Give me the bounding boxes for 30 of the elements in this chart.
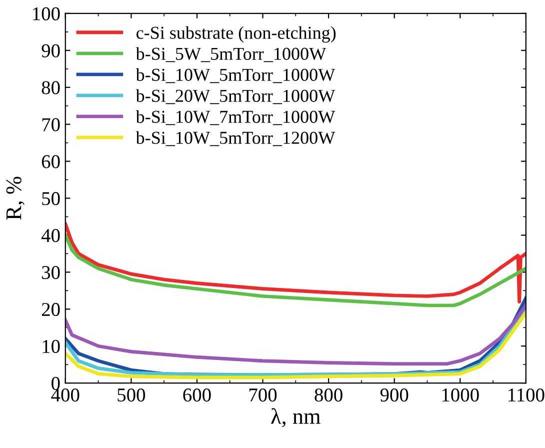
y-tick-label: 40 [41, 229, 60, 242]
y-axis-title: R, % [6, 176, 24, 220]
x-tick-label: 800 [314, 388, 342, 402]
y-tick-label: 30 [42, 266, 60, 280]
x-axis-title: λ, nm [271, 408, 320, 428]
legend-label: c-Si substrate (non-etching) [136, 26, 336, 43]
x-tick-label: 400 [51, 388, 80, 402]
x-tick-label: 900 [380, 388, 408, 402]
x-tick-label: 600 [183, 388, 211, 402]
line-series [65, 222, 526, 304]
x-tick-label: 1000 [442, 388, 479, 402]
legend-label: b-Si_20W_5mTorr_1000W [136, 89, 336, 104]
y-tick-label: 20 [42, 302, 60, 316]
x-tick-label: 1100 [508, 388, 544, 402]
y-tick-label: 70 [42, 118, 60, 132]
y-tick-label: 80 [42, 81, 60, 94]
y-tick-label: 100 [33, 7, 60, 20]
y-tick-label: 90 [42, 44, 60, 58]
line-series [65, 304, 526, 366]
legend-label: b-Si_10W_7mTorr_1000W [136, 110, 336, 126]
y-tick-label: 50 [42, 192, 60, 206]
line-series [65, 233, 526, 308]
x-tick-label: 700 [249, 388, 277, 402]
legend-label: b-Si_10W_5mTorr_1000W [136, 68, 336, 84]
legend-label: b-Si_5W_5mTorr_1000W [136, 47, 326, 62]
y-tick-label: 10 [42, 340, 60, 354]
legend-label: b-Si_10W_5mTorr_1200W [136, 131, 336, 146]
x-tick-label: 500 [118, 388, 146, 402]
y-tick-label: 60 [42, 155, 60, 168]
y-tick-label: 0 [52, 376, 60, 390]
